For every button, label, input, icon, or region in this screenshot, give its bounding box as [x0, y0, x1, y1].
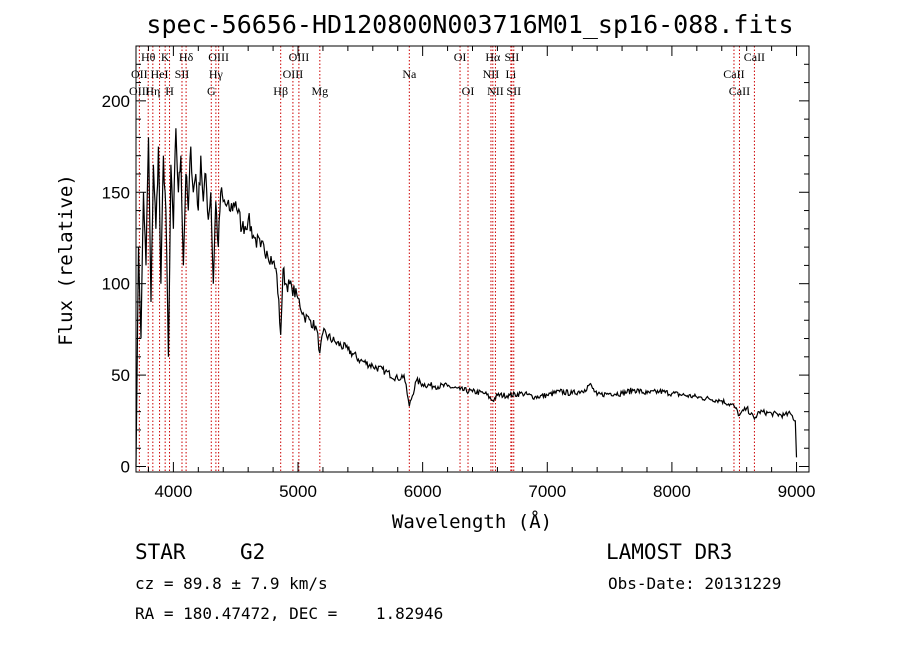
survey-name: LAMOST DR3: [606, 540, 732, 564]
spectral-line-label: NII: [487, 84, 504, 98]
spectral-line-label: OI: [454, 50, 467, 64]
spectral-line-label: K: [161, 50, 170, 64]
flux-series-line: [135, 128, 798, 467]
spectral-line-label: Hγ: [209, 67, 224, 81]
y-axis-ticks: 0 50 100 150 200: [102, 63, 809, 477]
chart-title: spec-56656-HD120800N003716M01_sp16-088.f…: [146, 10, 793, 39]
spectral-line-label: OII: [131, 67, 148, 81]
x-tick-label: 8000: [653, 482, 691, 501]
x-tick-label: 4000: [154, 482, 192, 501]
spectral-line-label: OI: [462, 84, 475, 98]
spectral-line-label: OIII: [289, 50, 310, 64]
observation-date: Obs-Date: 20131229: [608, 574, 781, 593]
y-axis-label: Flux (relative): [55, 174, 77, 346]
spectral-line-label: OIII: [283, 67, 304, 81]
y-tick-label: 150: [102, 183, 130, 202]
object-class: STAR: [135, 540, 186, 564]
spectral-line-label: Hη: [145, 84, 160, 98]
spectral-line-label: CaII: [744, 50, 765, 64]
spectral-line-label: H: [165, 84, 174, 98]
spectral-line-label: Hθ: [141, 50, 156, 64]
x-axis-label: Wavelength (Å): [392, 510, 552, 533]
spectral-subclass: G2: [240, 540, 265, 564]
spectral-line-label: CaII: [723, 67, 744, 81]
spectral-line-label: HeI: [151, 67, 169, 81]
spectral-line-label: SII: [175, 67, 190, 81]
spectral-line-label: Hδ: [179, 50, 194, 64]
spectral-line-label: OIII: [208, 50, 229, 64]
spectral-line-label: Mg: [311, 84, 328, 98]
spectral-line-label: G: [207, 84, 216, 98]
x-axis-ticks: 4000 5000 6000 7000 8000 9000: [147, 46, 816, 501]
x-tick-label: 7000: [528, 482, 566, 501]
plot-frame: [135, 45, 810, 473]
spectral-line-label: Li: [506, 67, 517, 81]
spectral-line-label: Na: [402, 67, 417, 81]
spectral-line-label: OIII: [129, 84, 150, 98]
spectral-line-label: Hα: [485, 50, 501, 64]
y-tick-label: 50: [111, 366, 130, 385]
coordinates: RA = 180.47472, DEC = 1.82946: [135, 604, 443, 623]
spectral-line-label: SII: [506, 84, 521, 98]
spectral-line-label: CaII: [729, 84, 750, 98]
spectral-line-markers: [138, 46, 755, 472]
x-tick-label: 9000: [778, 482, 816, 501]
spectral-line-label: SII: [505, 50, 520, 64]
redshift-velocity: cz = 89.8 ± 7.9 km/s: [135, 574, 328, 593]
spectral-line-label: Hβ: [273, 84, 288, 98]
y-tick-label: 200: [102, 92, 130, 111]
x-tick-label: 5000: [279, 482, 317, 501]
y-tick-label: 0: [121, 458, 130, 477]
spectral-line-label: NII: [483, 67, 500, 81]
y-tick-label: 100: [102, 275, 130, 294]
x-tick-label: 6000: [404, 482, 442, 501]
